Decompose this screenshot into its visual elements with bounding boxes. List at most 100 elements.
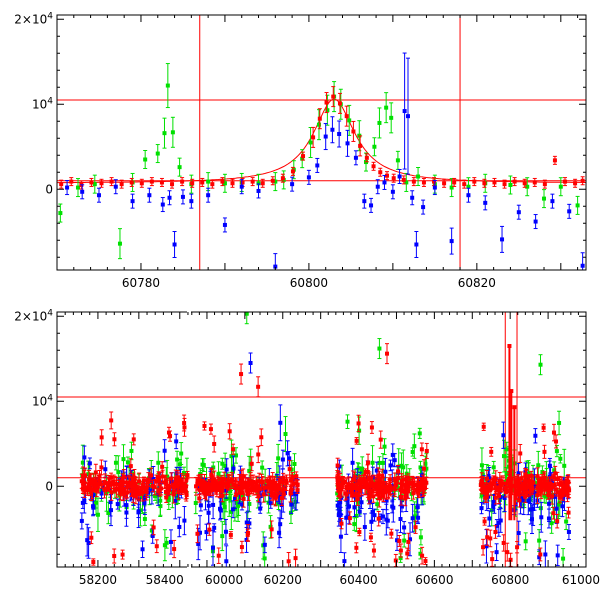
data-point-red <box>538 547 543 562</box>
data-point-red <box>493 525 498 539</box>
data-point-red <box>492 177 497 187</box>
bottom-plot-area <box>57 312 586 567</box>
data-point-blue <box>369 197 374 213</box>
data-point-blue <box>567 203 572 219</box>
data-point-red <box>135 484 140 500</box>
data-point-red <box>233 477 238 496</box>
data-point-red <box>224 479 229 496</box>
data-point-red <box>202 421 207 431</box>
data-point-blue <box>224 545 229 567</box>
data-point-red <box>195 476 200 491</box>
data-point-green <box>542 189 547 209</box>
data-point-red <box>370 474 375 494</box>
data-point-blue <box>380 508 385 525</box>
data-point-red <box>141 480 146 493</box>
data-point-green <box>525 177 530 197</box>
data-point-red <box>172 539 177 559</box>
data-point-red <box>421 177 426 187</box>
data-point-red <box>220 475 225 487</box>
data-point-red <box>356 414 361 433</box>
data-point-red <box>256 445 261 464</box>
data-point-red <box>378 167 383 177</box>
data-point-red <box>209 468 214 481</box>
data-point-red <box>554 482 559 497</box>
data-point-red <box>411 486 416 500</box>
data-point-green <box>260 460 265 475</box>
data-point-blue <box>80 184 85 200</box>
data-point-red <box>424 442 429 460</box>
data-point-blue <box>496 508 501 537</box>
data-point-red <box>120 479 125 493</box>
data-point-red <box>272 475 277 495</box>
data-point-red <box>351 120 356 142</box>
data-point-red <box>293 548 298 567</box>
data-point-red <box>257 481 262 497</box>
data-point-red <box>180 177 185 187</box>
data-point-green <box>558 177 563 197</box>
data-point-red <box>246 477 251 490</box>
data-point-green <box>372 137 377 157</box>
data-point-red <box>109 177 114 187</box>
data-point-red <box>411 177 416 187</box>
data-point-blue <box>580 252 585 270</box>
data-point-red <box>339 517 344 530</box>
data-point-red <box>559 483 564 498</box>
data-point-red <box>179 487 184 496</box>
data-point-red <box>552 155 557 165</box>
data-point-red <box>103 473 108 493</box>
data-point-red <box>566 475 571 489</box>
top-panel: 0 104 2×104 60780 60800 60820 <box>14 11 587 290</box>
data-point-blue <box>533 214 538 230</box>
y-tick-label: 104 <box>32 393 53 408</box>
data-point-green <box>162 117 167 149</box>
data-point-red <box>154 539 159 554</box>
data-point-green <box>92 174 97 194</box>
axis-break-gap <box>187 311 191 314</box>
data-point-red <box>169 472 174 485</box>
data-point-red <box>406 473 411 483</box>
data-point-blue <box>290 176 295 192</box>
data-point-red <box>270 176 275 186</box>
data-point-red <box>182 414 187 432</box>
data-point-red <box>69 177 74 187</box>
data-point-blue <box>280 449 285 470</box>
data-point-blue <box>500 225 505 253</box>
data-point-red <box>401 175 406 185</box>
data-point-red <box>522 178 527 188</box>
data-point-red <box>89 177 94 187</box>
data-point-green <box>165 63 170 109</box>
data-point-red <box>551 423 556 442</box>
data-point-blue <box>421 199 426 215</box>
data-point-red <box>336 481 341 493</box>
data-point-red <box>260 178 265 188</box>
data-point-blue <box>566 524 571 540</box>
data-point-blue <box>449 227 454 255</box>
data-point-blue <box>414 231 419 258</box>
data-point-blue <box>384 503 389 536</box>
x-tick-label: 61000 <box>562 573 600 587</box>
data-point-green <box>158 496 163 516</box>
x-tick-label: 60400 <box>339 573 377 587</box>
data-point-blue <box>223 518 228 545</box>
data-point-blue <box>239 179 244 195</box>
data-point-red <box>515 541 520 554</box>
data-point-red <box>358 135 363 157</box>
data-point-red <box>547 482 552 496</box>
data-point-red <box>371 489 376 503</box>
x-tick-label: 60800 <box>290 276 328 290</box>
data-point-red <box>227 423 232 440</box>
data-point-red <box>170 179 175 189</box>
data-point-red <box>481 482 486 494</box>
data-point-red <box>85 482 90 495</box>
data-point-red <box>166 426 171 439</box>
data-point-green <box>95 497 100 532</box>
data-point-red <box>89 531 94 545</box>
data-point-red <box>364 153 369 163</box>
data-point-blue <box>162 439 167 463</box>
data-point-green <box>557 410 562 436</box>
x-tick-label: 58200 <box>79 573 117 587</box>
data-point-blue <box>147 187 152 203</box>
data-point-red <box>190 178 195 188</box>
data-point-red <box>243 474 248 493</box>
data-point-green <box>377 338 382 360</box>
